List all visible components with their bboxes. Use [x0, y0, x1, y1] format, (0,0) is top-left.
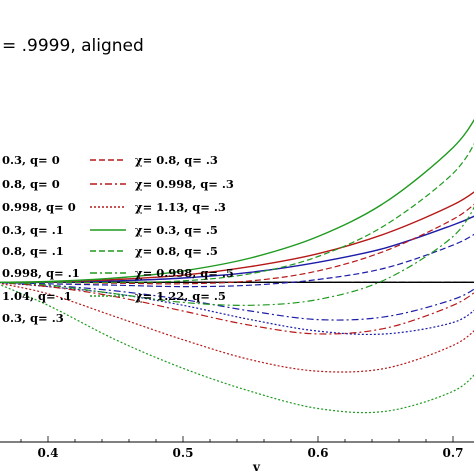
series-line-7 [0, 282, 474, 336]
plot-area [0, 118, 474, 414]
legend-label-6: 0.998, q= .1 [2, 266, 80, 280]
series-line-11 [0, 282, 474, 373]
series-line-9 [0, 203, 474, 285]
legend-label-5: 0.8, q= .1 [2, 244, 64, 258]
axes: 0.4 0.5 0.6 0.7 [0, 436, 474, 460]
series-line-4 [0, 215, 474, 284]
legend-label-8: 0.3, q= .3 [2, 311, 64, 325]
legend-label-4: 0.3, q= .1 [2, 223, 64, 237]
x-tick-label-3: 0.6 [308, 446, 329, 460]
x-axis-label: v [252, 460, 261, 474]
x-tick-label-1: 0.4 [38, 446, 59, 460]
x-tick-label-4: 0.7 [443, 446, 464, 460]
series-line-14 [0, 206, 474, 306]
legend-label-12: χ= 0.3, q= .5 [135, 223, 218, 237]
legend-label-7: 1.04, q= .1 [2, 289, 72, 303]
legend: 0.3, q= 0 0.8, q= 0 0.998, q= 0 0.3, q= .1 0… [2, 153, 234, 325]
series-line-10 [0, 282, 474, 335]
series-line-15 [0, 284, 474, 414]
series-line-13 [0, 142, 474, 284]
legend-label-1: 0.3, q= 0 [2, 153, 60, 167]
legend-label-15: χ= 1.22, q= .5 [135, 289, 226, 303]
legend-label-2: 0.8, q= 0 [2, 177, 60, 191]
legend-label-9: χ= 0.8, q= .3 [135, 153, 218, 167]
legend-label-11: χ= 1.13, q= .3 [135, 200, 226, 214]
legend-label-3: 0.998, q= 0 [2, 200, 76, 214]
series-line-5 [0, 233, 474, 288]
legend-label-14: χ= 0.998, q= .5 [135, 266, 234, 280]
legend-label-13: χ= 0.8, q= .5 [135, 244, 218, 258]
chart-title: = .9999, aligned [2, 36, 144, 56]
series-line-6 [0, 282, 474, 321]
x-tick-label-2: 0.5 [173, 446, 194, 460]
legend-label-10: χ= 0.998, q= .3 [135, 177, 234, 191]
series-line-12 [0, 118, 474, 283]
